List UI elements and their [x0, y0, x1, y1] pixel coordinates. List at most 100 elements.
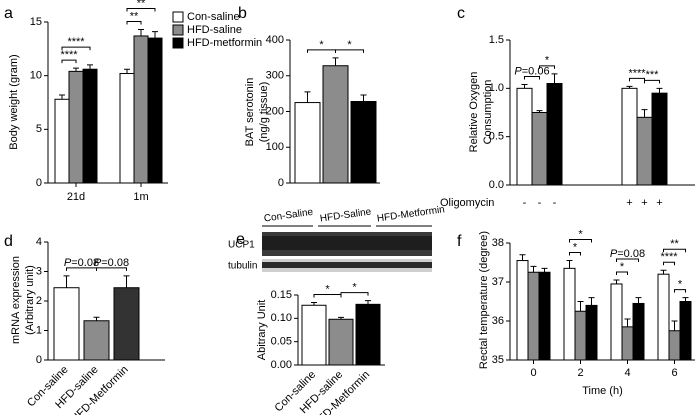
y-axis-label: Rectal temperature (degree)	[478, 231, 490, 369]
y-tick-label: 0.5	[489, 131, 504, 143]
significance-bracket	[539, 65, 555, 69]
legend-swatch	[172, 37, 184, 49]
y-tick-label: 300	[266, 70, 284, 82]
error-bar	[682, 297, 689, 302]
significance-label: **	[137, 0, 146, 9]
bar	[119, 73, 135, 184]
significance-label: ****	[628, 67, 646, 79]
error-bar	[635, 297, 642, 304]
bar	[83, 320, 110, 361]
error-bar	[152, 31, 158, 39]
error-bar	[536, 110, 543, 113]
bar	[133, 35, 149, 184]
significance-label: *	[578, 228, 583, 240]
y-tick-label: 37	[492, 276, 504, 288]
significance-label: *	[678, 279, 683, 291]
row-mark: -	[553, 197, 557, 209]
bar	[322, 65, 349, 184]
significance-label: *	[352, 282, 357, 294]
significance-bracket	[61, 59, 77, 64]
significance-label: **	[130, 10, 139, 22]
y-tick-label: 3	[36, 265, 42, 277]
bar	[68, 70, 84, 184]
bar	[350, 100, 377, 184]
significance-label: *	[573, 241, 578, 253]
error-bar	[530, 265, 537, 273]
y-tick-label: 0	[36, 354, 42, 366]
y-tick-label: 1.0	[489, 82, 504, 94]
bar	[516, 87, 533, 186]
x-tick-label: 1m	[133, 191, 148, 203]
error-bar	[671, 320, 678, 331]
x-tick-label: 0	[530, 367, 536, 379]
y-axis-label: (Arbitrary unit)	[24, 265, 36, 335]
bar	[546, 83, 563, 186]
error-bar	[63, 275, 70, 288]
lane-label: HFD-Saline	[319, 206, 372, 224]
bar	[147, 37, 163, 184]
error-bar	[613, 279, 620, 284]
bar	[527, 271, 540, 361]
band-label: tubulin	[228, 261, 257, 272]
bar	[538, 271, 551, 361]
significance-bracket	[335, 49, 364, 53]
error-bar	[311, 301, 317, 306]
lane-label: HFD-Metformin	[376, 204, 445, 224]
legend-label: HFD-metformin	[187, 37, 262, 49]
y-tick-label: 35	[492, 354, 504, 366]
significance-bracket	[126, 8, 156, 12]
error-bar	[332, 57, 339, 66]
error-bar	[551, 73, 558, 84]
y-tick-label: 2	[36, 295, 42, 307]
blot-ucp1-band	[262, 236, 432, 250]
western-blot	[262, 225, 432, 272]
significance-label: *	[545, 55, 550, 67]
error-bar	[577, 301, 584, 312]
significance-label: ****	[67, 36, 85, 48]
panel-letter: e	[236, 231, 245, 248]
y-tick-label: 1	[36, 324, 42, 336]
significance-label: ****	[60, 49, 78, 61]
significance-bracket	[313, 293, 342, 298]
x-tick-label: 21d	[67, 191, 85, 203]
error-bar	[521, 83, 528, 89]
significance-bracket	[616, 258, 639, 263]
y-tick-label: 15	[30, 16, 42, 28]
y-axis-label: Consumption	[482, 80, 494, 145]
row-mark: +	[626, 197, 632, 209]
y-axis-label: BAT serotonin	[244, 78, 256, 147]
panel-letter: a	[4, 5, 13, 22]
error-bar	[588, 297, 595, 306]
error-bar	[541, 267, 548, 273]
error-bar	[519, 254, 526, 261]
y-tick-label: 200	[266, 105, 284, 117]
bar	[294, 102, 321, 184]
y-tick-label: 0.0	[489, 179, 504, 191]
bar	[610, 283, 623, 361]
significance-bracket	[61, 46, 91, 51]
bar	[53, 287, 80, 361]
error-bar	[124, 68, 130, 74]
significance-bracket	[524, 75, 540, 80]
bar	[82, 68, 98, 184]
significance-label: ***	[646, 69, 660, 81]
y-tick-label: 0	[278, 177, 284, 189]
x-tick-label: 2	[577, 367, 583, 379]
error-bar	[660, 269, 667, 275]
significance-bracket	[644, 79, 660, 84]
legend-swatch	[172, 11, 184, 23]
y-axis-label: mRNA expression	[10, 256, 22, 344]
legend-label: HFD-saline	[187, 24, 242, 36]
error-bar	[93, 316, 100, 321]
bar	[679, 301, 692, 361]
y-tick-label: 100	[266, 141, 284, 153]
bar	[301, 304, 327, 366]
row-mark: +	[656, 197, 662, 209]
error-bar	[73, 67, 79, 72]
bar	[54, 98, 70, 184]
y-tick-label: 10	[30, 70, 42, 82]
significance-bracket	[569, 252, 581, 256]
bar	[657, 273, 670, 361]
bar	[355, 303, 381, 366]
error-bar	[123, 275, 130, 288]
